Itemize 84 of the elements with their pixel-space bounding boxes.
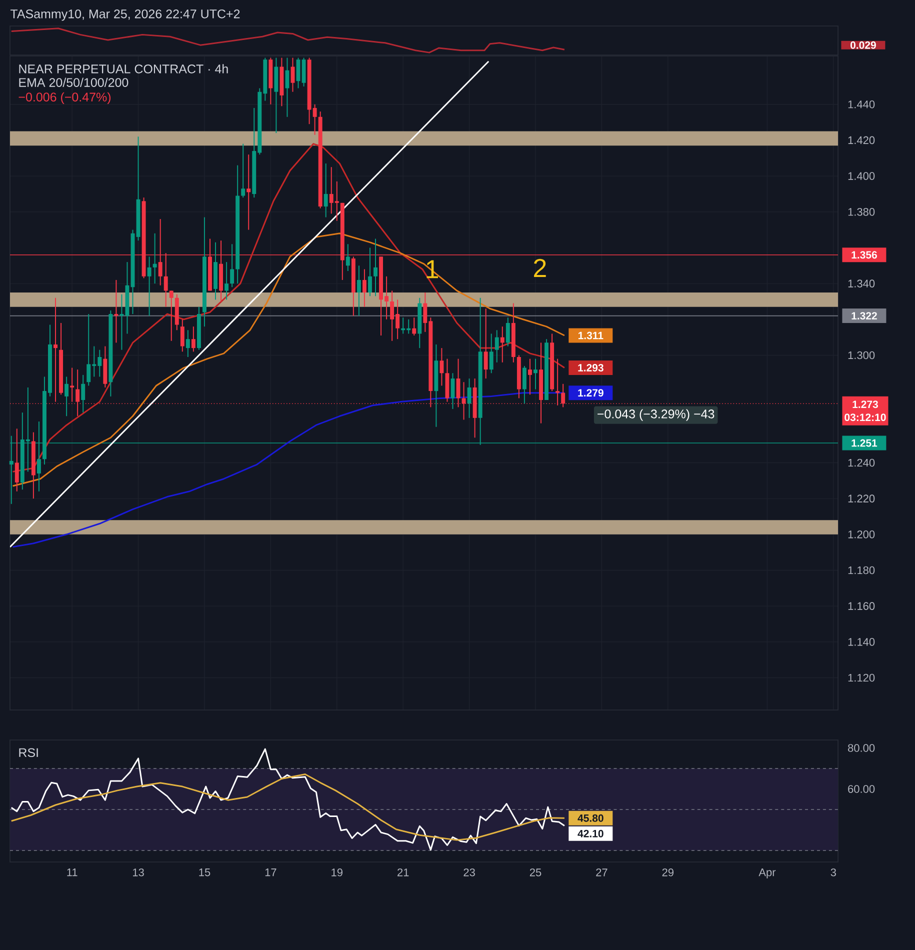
y-tick-label: 1.220 [848,494,875,502]
candlestick [374,238,378,297]
candlestick [356,265,361,316]
line-series [12,143,566,472]
text: NEAR PERPETUAL CONTRACT · 4h [19,64,228,74]
candlestick [241,143,246,198]
candlestick [169,290,174,342]
data-label: 42.10 [578,830,604,838]
candlestick [412,317,416,336]
candlestick [180,318,184,352]
annotation: −0.043 (−3.29%) −43 [598,409,714,421]
y-tick-label: 1.440 [848,100,875,108]
y-tick-label: 1.420 [848,136,875,144]
candlestick [230,244,234,288]
ref-line-label: 1.356 [852,251,877,259]
candlestick [76,369,80,417]
y-tick-label: 80.00 [848,744,875,752]
x-tick-label: 17 [265,868,276,876]
x-tick-label: 23 [464,868,475,876]
x-tick-label: 19 [332,868,342,876]
x-tick-label: 3 [830,868,836,876]
x-tick-label: Apr [758,868,776,878]
candlestick [147,256,152,316]
line-series [12,232,566,487]
ref-line-label: 1.322 [852,312,877,320]
ref-line-label: 1.273 [852,400,878,408]
candlestick [246,154,251,230]
y-tick-label: 1.240 [848,458,875,467]
y-tick-label: 1.300 [848,351,875,360]
candlestick [362,268,366,308]
x-tick-label: 11 [67,868,78,876]
candlestick [506,317,510,347]
candlestick [81,374,86,414]
x-tick-label: 29 [662,868,674,876]
line-series [10,748,566,851]
candlestick [152,232,157,284]
x-tick-label: 21 [398,868,409,876]
data-label: 1.311 [578,332,604,340]
y-tick-label: 1.200 [848,530,875,538]
x-tick-label: 25 [530,868,542,876]
candlestick [120,294,124,350]
data-label: 45.80 [578,814,604,822]
y-tick-label: 1.400 [848,172,875,180]
candlestick [290,57,295,92]
y-tick-label: 1.120 [848,674,875,682]
candlestick [494,330,499,363]
data-label: 1.293 [578,364,604,372]
text: 0.029 [850,41,876,49]
annotation: 2 [534,258,546,277]
candlestick [346,244,350,272]
annotation: −0.006 (−0.47%) [18,92,111,104]
candlestick [368,247,372,297]
candlestick [534,358,538,390]
text: EMA 20/50/100/200 [19,78,128,87]
data-label: 1.279 [578,389,604,397]
candlestick [114,279,118,344]
y-tick-label: 1.380 [848,208,875,216]
candlestick [522,365,526,404]
ref-line-label: 1.251 [852,439,878,447]
text: 03:12:10 [844,414,886,422]
x-tick-label: 13 [132,868,144,876]
candlestick [489,333,494,374]
candlestick [324,163,328,218]
candlestick [467,378,472,418]
candlestick [186,330,190,358]
candlestick [440,348,444,386]
line-series [12,392,566,548]
candlestick [14,428,19,492]
candlestick [64,376,69,417]
candlestick [500,326,504,363]
y-tick-label: 1.140 [848,638,875,646]
candlestick [528,358,532,396]
candlestick [285,57,290,118]
y-tick-label: 60.00 [848,785,875,793]
x-tick-label: 15 [199,868,210,876]
candlestick [484,308,488,380]
y-tick-label: 1.340 [848,280,875,288]
x-tick-label: 27 [596,868,608,876]
chart-title: TASammy10, Mar 25, 2026 22:47 UTC+2 [10,9,240,21]
y-tick-label: 1.180 [848,566,875,574]
candlestick [224,262,229,300]
y-tick-label: 1.160 [848,602,875,610]
text: RSI [19,748,38,758]
candlestick [191,326,196,352]
